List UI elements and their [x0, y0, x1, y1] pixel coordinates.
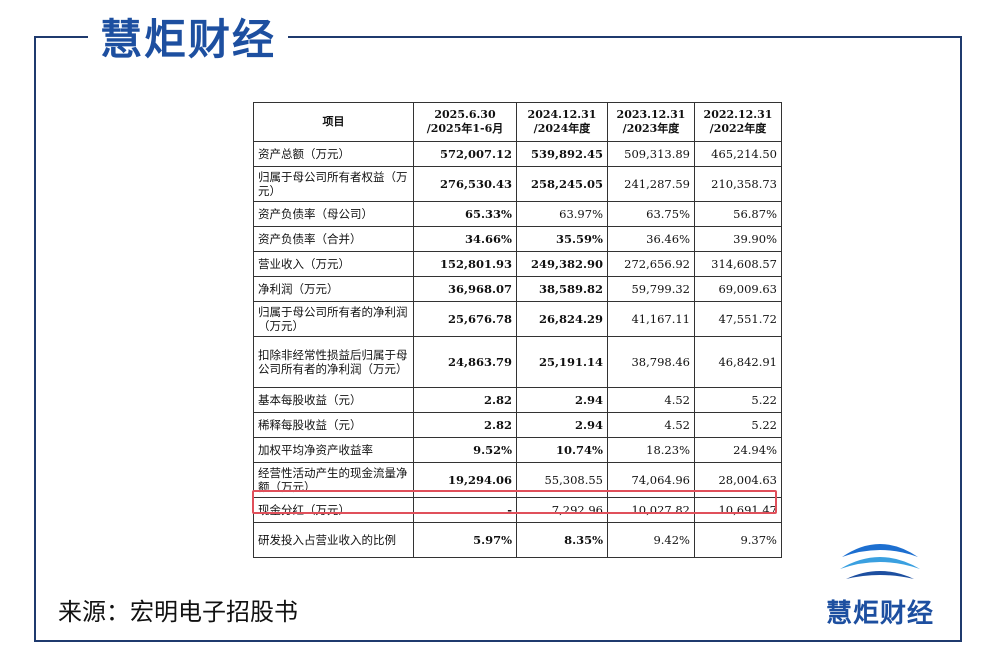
cell-value: 24.94% [694, 437, 782, 463]
cell-value: 65.33% [413, 201, 517, 227]
cell-value: 28,004.63 [694, 462, 782, 498]
table-row: 稀释每股收益（元） 2.82 2.94 4.52 5.22 [253, 412, 782, 438]
header-2022: 2022.12.31 /2022年度 [694, 102, 782, 142]
cell-value: 39.90% [694, 226, 782, 252]
cell-value: 241,287.59 [607, 166, 695, 202]
cell-value: 8.35% [516, 522, 608, 558]
cell-value: 19,294.06 [413, 462, 517, 498]
cell-value: 2.94 [516, 412, 608, 438]
row-label: 资产负债率（母公司） [253, 201, 414, 227]
financial-table-container: 项目 2025.6.30 /2025年1-6月 2024.12.31 /2024… [253, 102, 782, 558]
table-row: 经营性活动产生的现金流量净额（万元） 19,294.06 55,308.55 74,0… [253, 462, 782, 498]
row-label: 营业收入（万元） [253, 251, 414, 277]
cell-value: 276,530.43 [413, 166, 517, 202]
cell-value: 56.87% [694, 201, 782, 227]
cell-value: 5.22 [694, 412, 782, 438]
cell-value: 2.82 [413, 412, 517, 438]
cell-value: 2.94 [516, 387, 608, 413]
row-label: 经营性活动产生的现金流量净额（万元） [253, 462, 414, 498]
cell-value: 572,007.12 [413, 141, 517, 167]
table-row: 净利润（万元） 36,968.07 38,589.82 59,799.32 69,009… [253, 276, 782, 302]
cell-value: 38,589.82 [516, 276, 608, 302]
cell-value: 41,167.11 [607, 301, 695, 337]
cell-value: 5.22 [694, 387, 782, 413]
cell-value: 36,968.07 [413, 276, 517, 302]
cell-value: 9.37% [694, 522, 782, 558]
cell-value: 38,798.46 [607, 336, 695, 388]
cell-value: 4.52 [607, 412, 695, 438]
brand-name: 慧炬财经 [100, 14, 277, 64]
table-row: 加权平均净资产收益率 9.52% 10.74% 18.23% 24.94% [253, 437, 782, 463]
cell-value: 69,009.63 [694, 276, 782, 302]
cell-value: 2.82 [413, 387, 517, 413]
content-frame [34, 36, 962, 642]
cell-value: 210,358.73 [694, 166, 782, 202]
cell-value: 4.52 [607, 387, 695, 413]
row-label: 资产负债率（合并） [253, 226, 414, 252]
table-row: 资产负债率（母公司） 65.33% 63.97% 63.75% 56.87% [253, 201, 782, 227]
cell-value: - [413, 497, 517, 523]
source-caption: 来源：宏明电子招股书 [58, 598, 298, 626]
row-label: 扣除非经常性损益后归属于母公司所有者的净利润（万元） [253, 336, 414, 388]
header-2023: 2023.12.31 /2023年度 [607, 102, 695, 142]
cell-value: 55,308.55 [516, 462, 608, 498]
cell-value: 18.23% [607, 437, 695, 463]
brand-logo-corner: 慧炬财经 [810, 535, 950, 629]
row-label: 净利润（万元） [253, 276, 414, 302]
table-row: 现金分红（万元） -7,292.96 10,027.82 10,691.47 [253, 497, 782, 523]
cell-value: 258,245.05 [516, 166, 608, 202]
row-label: 归属于母公司所有者的净利润（万元） [253, 301, 414, 337]
cell-value: 465,214.50 [694, 141, 782, 167]
cell-value: 46,842.91 [694, 336, 782, 388]
header-2024: 2024.12.31 /2024年度 [516, 102, 608, 142]
cell-value: 25,676.78 [413, 301, 517, 337]
cell-value: 74,064.96 [607, 462, 695, 498]
cell-value: 63.75% [607, 201, 695, 227]
cell-value: 152,801.93 [413, 251, 517, 277]
cell-value: 36.46% [607, 226, 695, 252]
dividend-row-highlight [252, 490, 777, 514]
row-label: 资产总额（万元） [253, 141, 414, 167]
header-item: 项目 [253, 102, 414, 142]
cell-value: 34.66% [413, 226, 517, 252]
cell-value: 25,191.14 [516, 336, 608, 388]
row-label: 基本每股收益（元） [253, 387, 414, 413]
row-label: 加权平均净资产收益率 [253, 437, 414, 463]
table-row: 研发投入占营业收入的比例 5.97% 8.35% 9.42% 9.37% [253, 522, 782, 558]
header-2025h1: 2025.6.30 /2025年1-6月 [413, 102, 517, 142]
table-row: 归属于母公司所有者权益（万元） 276,530.43 258,245.05 241,2… [253, 166, 782, 202]
wave-logo-icon [840, 544, 920, 579]
table-row: 营业收入（万元） 152,801.93 249,382.90 272,656.92 31… [253, 251, 782, 277]
brand-logo-header: 慧炬财经 [88, 6, 289, 66]
table-row: 资产总额（万元） 572,007.12 539,892.45 509,313.89 46… [253, 141, 782, 167]
cell-value: 9.52% [413, 437, 517, 463]
row-label: 研发投入占营业收入的比例 [253, 522, 414, 558]
row-label: 稀释每股收益（元） [253, 412, 414, 438]
cell-value: 314,608.57 [694, 251, 782, 277]
cell-value: 24,863.79 [413, 336, 517, 388]
row-label: 归属于母公司所有者权益（万元） [253, 166, 414, 202]
cell-value: 272,656.92 [607, 251, 695, 277]
cell-value: 10.74% [516, 437, 608, 463]
cell-value: 59,799.32 [607, 276, 695, 302]
cell-value: 5.97% [413, 522, 517, 558]
table-row: 扣除非经常性损益后归属于母公司所有者的净利润（万元） 24,863.79 25,19… [253, 336, 782, 388]
cell-value: 26,824.29 [516, 301, 608, 337]
cell-value: 539,892.45 [516, 141, 608, 167]
cell-value: 249,382.90 [516, 251, 608, 277]
cell-value: 63.97% [516, 201, 608, 227]
table-row: 归属于母公司所有者的净利润（万元） 25,676.78 26,824.29 41,16… [253, 301, 782, 337]
table-row: 资产负债率（合并） 34.66% 35.59% 36.46% 39.90% [253, 226, 782, 252]
table-header-row: 项目 2025.6.30 /2025年1-6月 2024.12.31 /2024… [253, 102, 782, 142]
cell-value: 9.42% [607, 522, 695, 558]
cell-value: 35.59% [516, 226, 608, 252]
cell-value: 47,551.72 [694, 301, 782, 337]
financial-table: 项目 2025.6.30 /2025年1-6月 2024.12.31 /2024… [253, 102, 782, 558]
cell-value: 509,313.89 [607, 141, 695, 167]
brand-name-corner: 慧炬财经 [825, 599, 934, 629]
table-row: 基本每股收益（元） 2.82 2.94 4.52 5.22 [253, 387, 782, 413]
